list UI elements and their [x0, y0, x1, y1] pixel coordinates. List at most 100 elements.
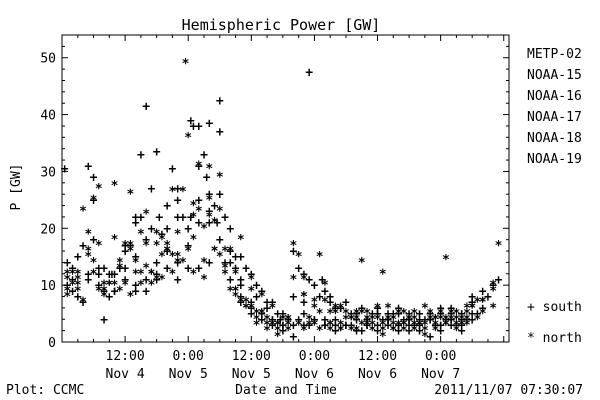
point-noaa-18-north: *	[147, 267, 155, 282]
point-noaa-18-north: *	[263, 324, 271, 339]
point-noaa-15-south: +	[153, 145, 161, 160]
point-metp-02-south: +	[289, 290, 297, 305]
point-metp-02-south: +	[326, 290, 334, 305]
x-tick-time: 0:00	[425, 349, 456, 364]
point-noaa-17-north: *	[326, 324, 334, 339]
point-noaa-19-south: +	[368, 307, 376, 322]
point-noaa-15-north: *	[421, 301, 429, 316]
point-noaa-17-north: *	[190, 267, 198, 282]
point-noaa-17-north: *	[200, 273, 208, 288]
point-metp-02-north: *	[416, 318, 424, 333]
point-metp-02-north: *	[216, 250, 224, 265]
point-noaa-18-north: *	[232, 284, 240, 299]
point-noaa-15-south: +	[100, 284, 108, 299]
point-noaa-18-north: *	[400, 318, 408, 333]
legend: METP-02 NOAA-15 NOAA-16 NOAA-17 NOAA-18 NOAA-…	[527, 47, 582, 167]
point-noaa-16-north: *	[347, 313, 355, 328]
point-noaa-18-north: *	[347, 324, 355, 339]
point-noaa-15-north: *	[169, 185, 177, 200]
point-metp-02-south: +	[305, 65, 313, 80]
point-noaa-17-south: +	[84, 273, 92, 288]
point-noaa-17-south: +	[195, 262, 203, 277]
point-metp-02-south: +	[447, 301, 455, 316]
point-noaa-18-north: *	[379, 330, 387, 345]
point-noaa-19-north: *	[226, 245, 234, 260]
point-noaa-19-south: +	[221, 210, 229, 225]
point-noaa-18-north: *	[169, 250, 177, 265]
point-noaa-18-south: +	[153, 256, 161, 271]
point-noaa-17-south: +	[247, 307, 255, 322]
point-noaa-16-north: *	[216, 171, 224, 186]
point-noaa-19-north: *	[279, 313, 287, 328]
point-noaa-16-south: +	[289, 318, 297, 333]
point-noaa-18-south: +	[321, 318, 329, 333]
point-noaa-17-north: *	[442, 313, 450, 328]
point-noaa-15-north: *	[442, 253, 450, 268]
point-noaa-15-north: *	[84, 245, 92, 260]
point-noaa-16-north: *	[337, 324, 345, 339]
point-noaa-15-north: *	[316, 250, 324, 265]
point-metp-02-south: +	[426, 313, 434, 328]
point-noaa-16-south: +	[184, 239, 192, 254]
x-tick-time: 12:00	[106, 349, 145, 364]
point-noaa-17-north: *	[463, 301, 471, 316]
point-noaa-18-south: +	[226, 245, 234, 260]
point-noaa-19-south: +	[337, 301, 345, 316]
point-metp-02-south: +	[479, 301, 487, 316]
point-metp-02-south: +	[61, 162, 69, 177]
point-noaa-15-south: +	[163, 199, 171, 214]
point-noaa-15-north: *	[221, 267, 229, 282]
y-tick-label: 10	[40, 279, 56, 294]
point-noaa-19-north: *	[353, 307, 361, 322]
point-noaa-19-north: *	[184, 131, 192, 146]
point-noaa-16-south: +	[247, 301, 255, 316]
x-tick-time: 0:00	[173, 349, 204, 364]
point-noaa-15-south: +	[111, 267, 119, 282]
point-noaa-15-north: *	[105, 279, 113, 294]
point-noaa-17-north: *	[431, 318, 439, 333]
point-noaa-19-north: *	[289, 273, 297, 288]
point-noaa-15-north: *	[63, 284, 71, 299]
point-noaa-19-north: *	[121, 239, 129, 254]
point-noaa-15-south: +	[437, 301, 445, 316]
point-metp-02-north: *	[321, 279, 329, 294]
point-noaa-18-south: +	[184, 262, 192, 277]
point-metp-02-south: +	[195, 159, 203, 174]
point-noaa-19-south: +	[316, 290, 324, 305]
point-noaa-17-north: *	[389, 318, 397, 333]
y-tick-label: 50	[40, 52, 56, 67]
point-noaa-15-south: +	[79, 239, 87, 254]
point-noaa-18-north: *	[442, 318, 450, 333]
point-metp-02-south: +	[155, 210, 163, 225]
point-noaa-17-north: *	[147, 279, 155, 294]
point-noaa-18-north: *	[284, 324, 292, 339]
point-noaa-16-north: *	[326, 318, 334, 333]
point-noaa-15-south: +	[69, 273, 77, 288]
point-noaa-16-south: +	[458, 318, 466, 333]
point-noaa-15-north: *	[300, 273, 308, 288]
point-noaa-17-north: *	[74, 279, 82, 294]
point-noaa-18-north: *	[410, 324, 418, 339]
point-noaa-19-north: *	[79, 205, 87, 220]
point-noaa-16-north: *	[121, 279, 129, 294]
point-noaa-15-north: *	[368, 318, 376, 333]
point-noaa-19-north: *	[363, 313, 371, 328]
point-noaa-18-south: +	[163, 245, 171, 260]
point-noaa-18-south: +	[289, 330, 297, 345]
point-noaa-16-north: *	[226, 284, 234, 299]
point-noaa-17-north: *	[242, 301, 250, 316]
point-metp-02-north: *	[363, 307, 371, 322]
point-noaa-17-north: *	[421, 324, 429, 339]
point-noaa-17-south: +	[184, 222, 192, 237]
point-metp-02-north: *	[353, 313, 361, 328]
x-tick-date: Nov 7	[421, 367, 460, 382]
point-noaa-19-south: +	[484, 290, 492, 305]
point-noaa-19-north: *	[447, 313, 455, 328]
x-tick-time: 12:00	[358, 349, 397, 364]
point-noaa-19-north: *	[342, 313, 350, 328]
point-noaa-19-south: +	[63, 256, 71, 271]
point-noaa-15-south: +	[405, 307, 413, 322]
point-noaa-18-north: *	[105, 279, 113, 294]
point-noaa-16-north: *	[389, 324, 397, 339]
point-metp-02-south: +	[318, 273, 326, 288]
